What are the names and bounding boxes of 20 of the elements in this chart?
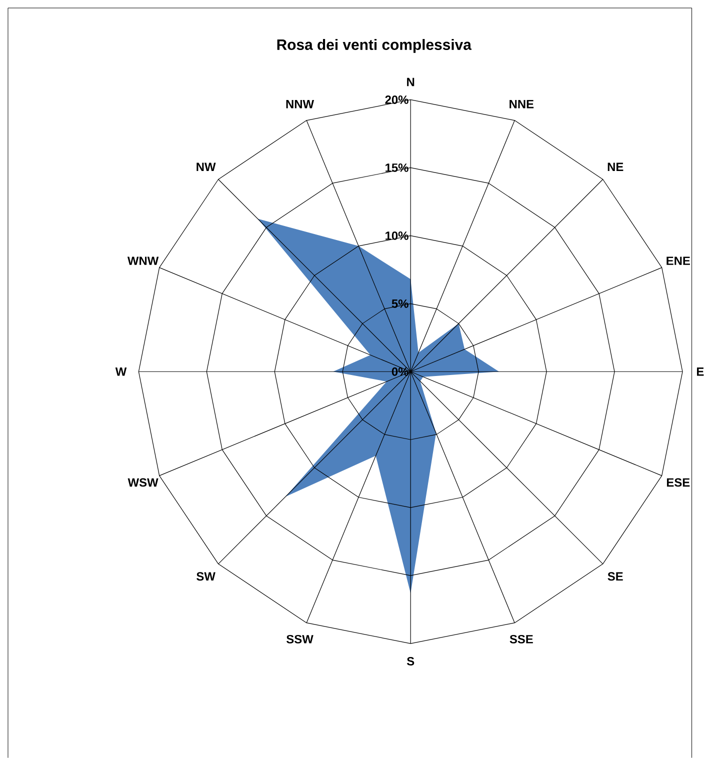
spoke-label: ENE [666,256,690,265]
spoke-label: NNE [509,100,534,108]
spoke-label: N [406,78,414,86]
spoke-label: SSW [286,634,314,644]
spoke-label: WSW [128,478,158,487]
spoke-label: SSE [510,634,533,644]
y-tick-label: 20% [384,95,408,104]
spoke-label: S [406,656,414,666]
spoke-label: SE [608,572,623,581]
spoke-label: W [115,368,126,376]
y-tick-label: 10% [385,231,408,240]
spoke-label: WNW [127,256,158,265]
chart-title: Rosa dei venti complessiva [277,39,472,53]
spoke-label: ESE [666,478,690,487]
spoke-label: E [696,368,704,376]
spoke-label: NNW [286,100,314,108]
spoke-label: NE [608,162,623,171]
y-tick-label: 15% [385,163,408,172]
spoke-label: SW [196,572,216,581]
spoke-label: NW [196,162,216,171]
